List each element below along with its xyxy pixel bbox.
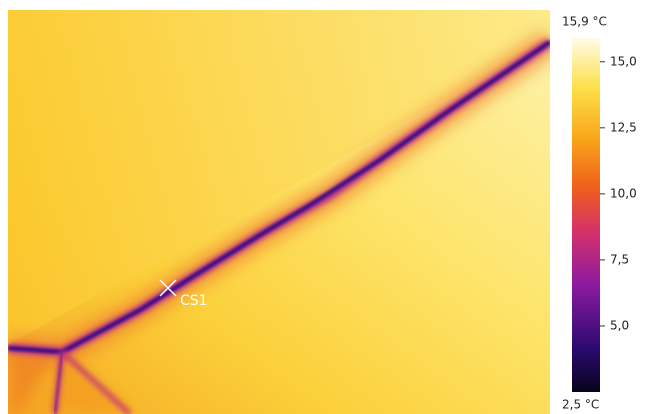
scale-tick-label: 10,0 — [610, 186, 637, 200]
marker-label: CS1 — [180, 293, 208, 309]
scale-tick-label: 7,5 — [610, 252, 629, 266]
scale-tick-label: 15,0 — [610, 54, 637, 68]
scale-labels: 15,9 °C 2,5 °C 15,0 12,5 10,0 7,5 5,0 — [562, 15, 637, 412]
scale-max-label: 15,9 °C — [562, 15, 607, 29]
color-scale — [572, 38, 600, 392]
scale-tick-label: 5,0 — [610, 318, 629, 332]
scale-min-label: 2,5 °C — [562, 398, 599, 412]
thermal-image — [8, 10, 550, 414]
scale-tick-label: 12,5 — [610, 120, 637, 134]
spot-marker: CS1 — [159, 279, 208, 309]
marker-cross — [159, 279, 177, 297]
